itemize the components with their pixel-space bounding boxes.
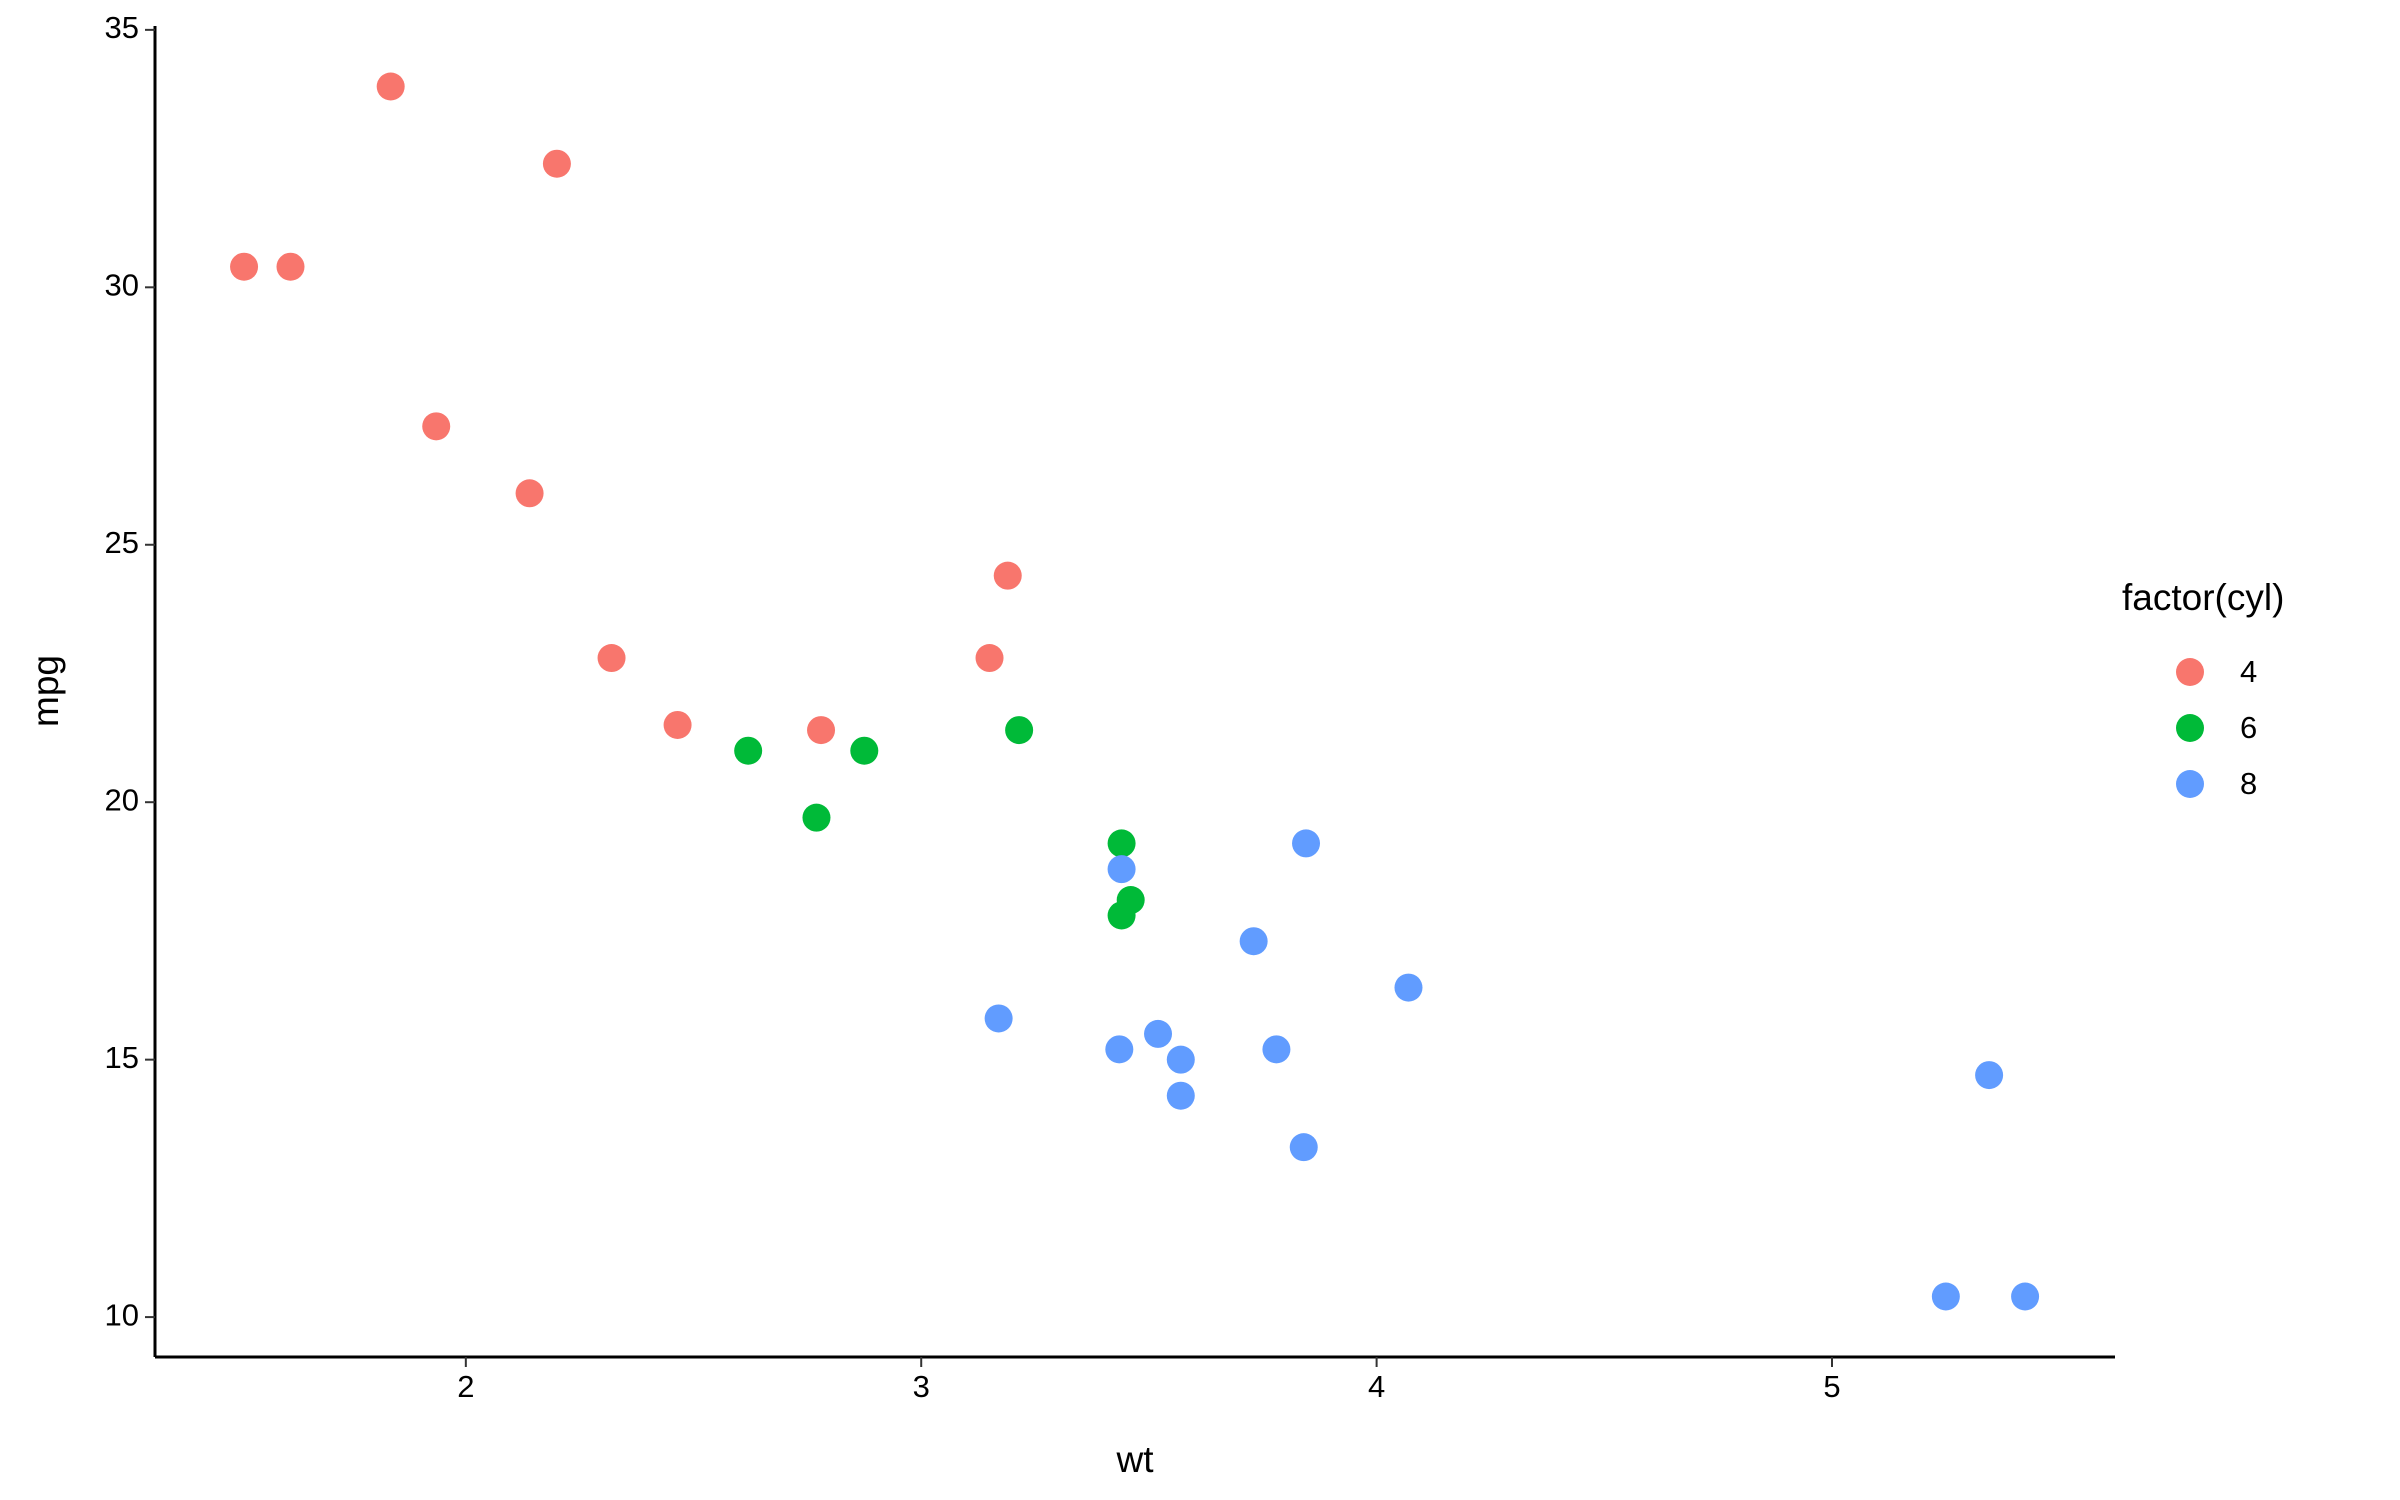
y-tick-label: 35 (105, 10, 139, 45)
point (1107, 829, 1136, 858)
x-tick-label: 2 (457, 1369, 474, 1404)
point (802, 803, 831, 832)
point (1289, 1133, 1318, 1162)
x-tick-label: 5 (1823, 1369, 1840, 1404)
point (1292, 829, 1321, 858)
point (1166, 1081, 1195, 1110)
legend-label: 8 (2240, 766, 2257, 801)
point (663, 710, 692, 739)
point (1931, 1282, 1960, 1311)
point (1144, 1019, 1173, 1048)
point (422, 412, 451, 441)
point (376, 72, 405, 101)
x-axis-title: wt (1116, 1439, 1155, 1480)
point (993, 561, 1022, 590)
point (230, 252, 259, 281)
y-tick-label: 25 (105, 525, 139, 560)
y-tick-label: 20 (105, 782, 139, 817)
point (975, 644, 1004, 673)
point (1975, 1061, 2004, 1090)
legend-label: 6 (2240, 710, 2257, 745)
point (1005, 716, 1034, 745)
x-tick-label: 3 (913, 1369, 930, 1404)
legend-key (2176, 770, 2204, 798)
y-axis-title: mpg (25, 655, 66, 727)
point (515, 479, 544, 508)
y-tick-label: 30 (105, 267, 139, 302)
point (1107, 901, 1136, 930)
point (1166, 1045, 1195, 1074)
point (1107, 855, 1136, 884)
point (2011, 1282, 2040, 1311)
point (597, 644, 626, 673)
legend-key (2176, 714, 2204, 742)
point (1105, 1035, 1134, 1064)
point (1262, 1035, 1291, 1064)
point (542, 149, 571, 178)
legend-label: 4 (2240, 654, 2257, 689)
point (276, 252, 305, 281)
legend-title: factor(cyl) (2122, 577, 2284, 618)
y-tick-label: 15 (105, 1040, 139, 1075)
point (984, 1004, 1013, 1033)
point (1239, 927, 1268, 956)
y-tick-label: 10 (105, 1297, 139, 1332)
point (807, 716, 836, 745)
x-tick-label: 4 (1368, 1369, 1385, 1404)
point (1394, 973, 1423, 1002)
legend-key (2176, 658, 2204, 686)
point (734, 736, 763, 765)
point (850, 736, 879, 765)
